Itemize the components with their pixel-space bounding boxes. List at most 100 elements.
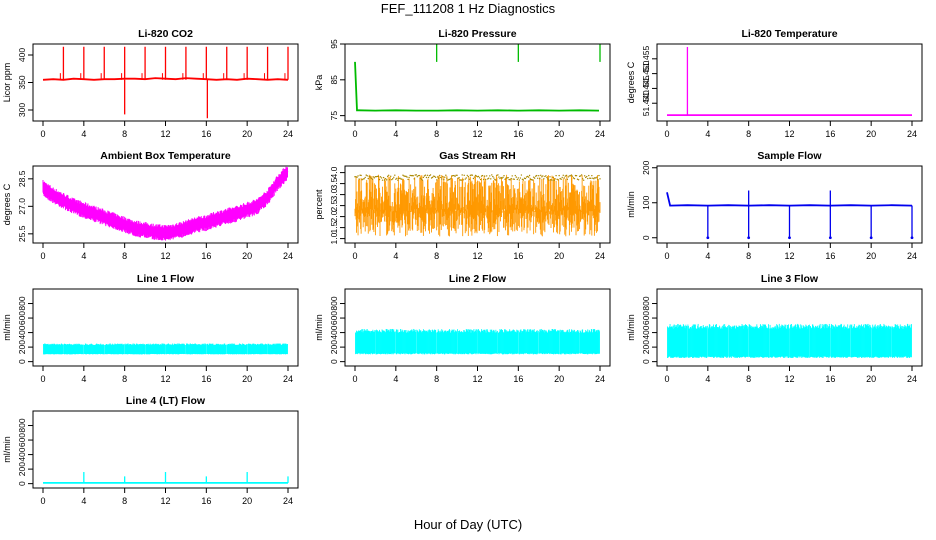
x-tick-label: 12: [784, 129, 794, 139]
data-point: [401, 178, 403, 180]
data-point: [485, 175, 488, 177]
data-point: [418, 174, 421, 177]
data-line: [354, 61, 600, 112]
x-tick-label: 24: [283, 374, 293, 384]
data-point: [568, 175, 571, 177]
y-axis-label: ml/min: [2, 436, 12, 463]
panel-title: Line 3 Flow: [761, 273, 819, 285]
x-tick-label: 8: [746, 374, 751, 384]
data-point: [399, 177, 401, 179]
x-tick-label: 16: [201, 129, 211, 139]
data-point: [410, 174, 412, 177]
plot-frame: [32, 288, 299, 367]
data-point: [473, 176, 476, 178]
x-tick-label: 16: [513, 251, 523, 261]
x-tick-label: 20: [242, 251, 252, 261]
data-point: [552, 176, 554, 179]
data-point: [570, 174, 573, 176]
data-point: [503, 175, 505, 177]
data-point: [358, 178, 360, 180]
panel-1: Li-820 CO2 Licor ppm 0 4 8 12 16 20 24 300 350 400: [2, 28, 299, 139]
data-point: [394, 174, 396, 176]
y-axis-label: percent: [314, 189, 324, 220]
x-tick-label: 8: [434, 129, 439, 139]
data-point: [582, 179, 585, 181]
x-tick-label: 16: [825, 374, 835, 384]
data-point: [444, 176, 446, 178]
x-tick-label: 4: [81, 251, 86, 261]
x-tick-label: 0: [664, 374, 669, 384]
y-tick-label: 51.450: [641, 60, 651, 86]
data-point: [357, 175, 359, 177]
data-point: [489, 175, 491, 177]
spike-point: [910, 236, 914, 240]
data-point: [576, 178, 579, 180]
data-point: [408, 176, 410, 179]
x-tick-label: 16: [201, 251, 211, 261]
y-tick-label: 1.5: [329, 221, 339, 233]
data-point: [571, 175, 574, 177]
data-point: [380, 177, 383, 179]
y-axis-label: Licor ppm: [2, 63, 12, 103]
y-axis-label: ml/min: [626, 314, 636, 341]
data-point: [420, 178, 423, 180]
data-point: [536, 174, 538, 177]
y-axis-label: kPa: [314, 75, 324, 91]
plot-frame: [656, 43, 923, 122]
data-point: [532, 176, 535, 178]
data-point: [564, 175, 566, 177]
data-point: [471, 174, 474, 176]
data-point: [363, 178, 365, 180]
panel-title: Line 1 Flow: [137, 273, 195, 285]
data-point: [440, 176, 442, 179]
x-tick-label: 16: [513, 129, 523, 139]
y-tick-label: 800: [17, 296, 27, 310]
data-point: [402, 174, 404, 176]
data-point: [534, 175, 537, 177]
y-tick-label: 0: [329, 359, 339, 364]
data-point: [593, 178, 595, 180]
spike-point: [747, 236, 751, 240]
x-tick-label: 4: [81, 129, 86, 139]
x-tick-label: 4: [705, 129, 710, 139]
data-point: [497, 174, 499, 176]
data-point: [365, 174, 367, 176]
data-point: [416, 176, 418, 178]
data-point: [481, 174, 484, 177]
data-point: [457, 177, 459, 180]
x-tick-label: 4: [393, 129, 398, 139]
data-point: [549, 176, 551, 178]
data-point: [575, 174, 578, 177]
x-tick-label: 0: [352, 374, 357, 384]
data-point: [367, 177, 369, 180]
panel-title: Sample Flow: [757, 150, 822, 162]
x-tick-label: 20: [242, 496, 252, 506]
data-point: [421, 179, 424, 181]
y-tick-label: 0: [641, 235, 651, 240]
x-tick-label: 24: [283, 251, 293, 261]
data-point: [381, 179, 384, 181]
x-tick-label: 16: [201, 496, 211, 506]
x-tick-label: 20: [866, 374, 876, 384]
data-point: [541, 176, 543, 178]
data-point: [445, 174, 447, 176]
data-point: [585, 176, 587, 179]
data-point: [472, 177, 475, 180]
data-point: [563, 177, 565, 179]
data-point: [517, 177, 520, 179]
panel-9: Line 3 Flow ml/min 0 4 8 12 16 20 24 0 20040060080…: [626, 273, 923, 384]
y-tick-label: 400: [641, 325, 651, 339]
x-tick-label: 20: [866, 129, 876, 139]
data-point: [579, 175, 582, 177]
data-point: [562, 174, 564, 176]
data-point: [466, 174, 468, 177]
x-tick-label: 4: [393, 251, 398, 261]
data-point: [519, 177, 522, 179]
y-tick-label: 4.0: [329, 166, 339, 178]
x-tick-label: 24: [907, 251, 917, 261]
data-point: [370, 177, 373, 179]
data-line: [666, 192, 913, 207]
data-point: [392, 178, 394, 180]
x-tick-label: 8: [122, 496, 127, 506]
